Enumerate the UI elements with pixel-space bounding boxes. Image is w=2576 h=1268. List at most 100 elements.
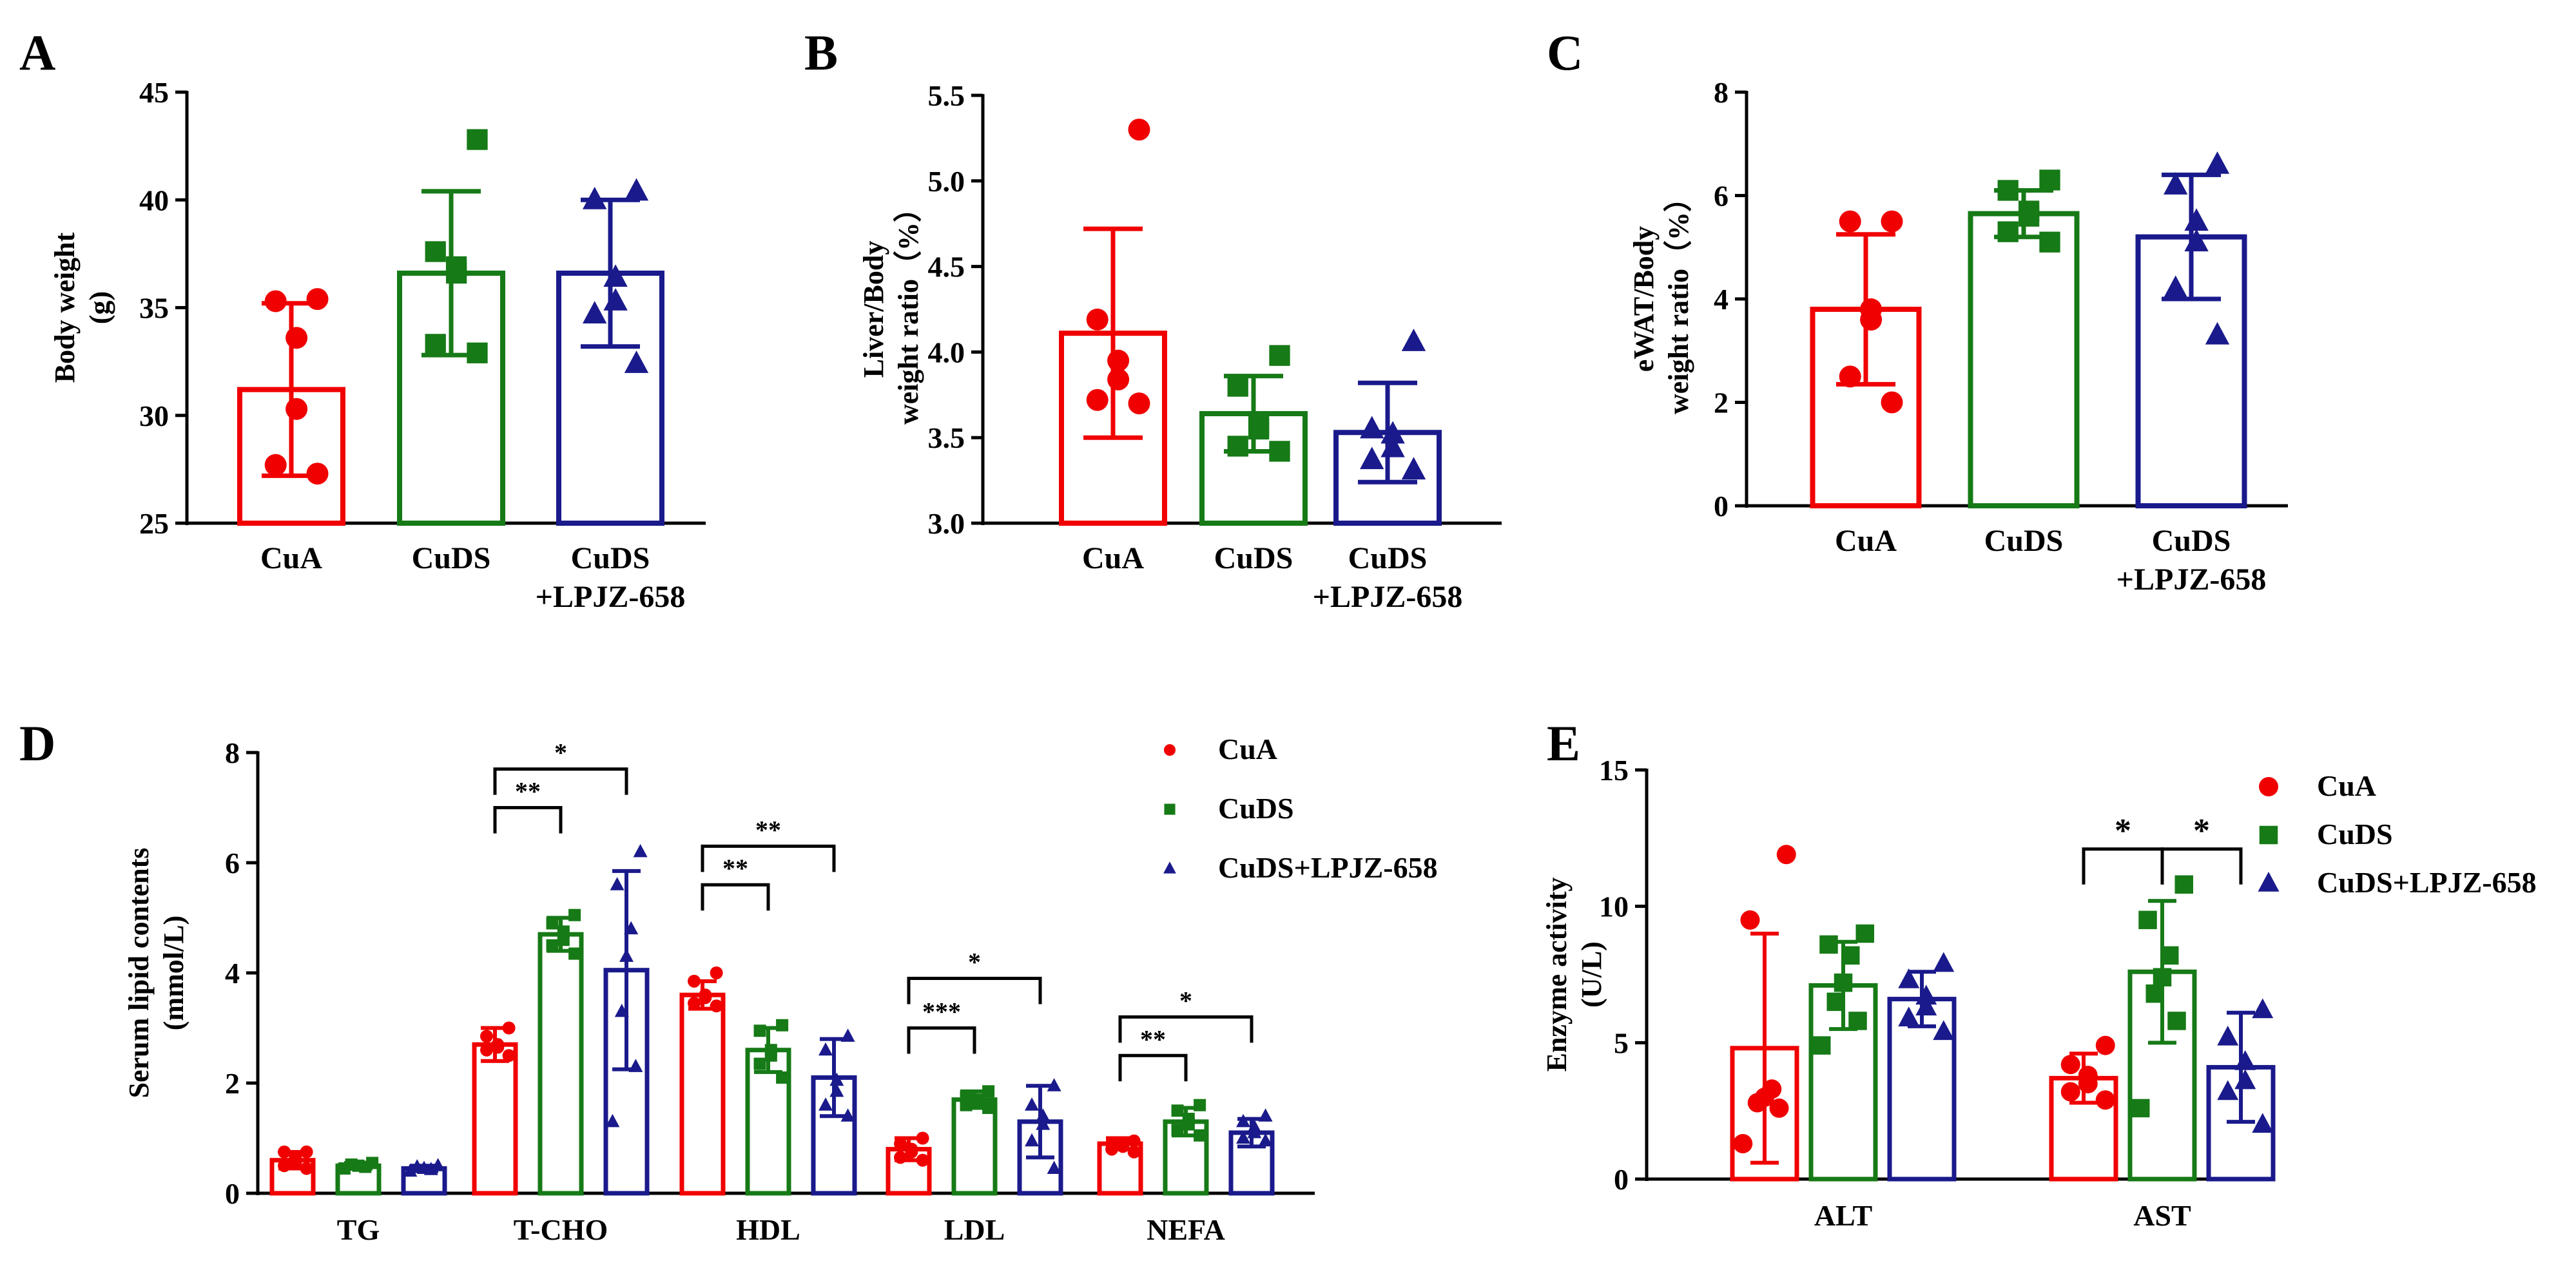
data-point — [603, 288, 628, 311]
y-tick-label: 8 — [225, 736, 240, 769]
data-point — [264, 454, 287, 476]
data-point — [776, 1071, 789, 1084]
data-point — [1086, 389, 1109, 411]
data-point — [1025, 1133, 1040, 1147]
y-tick-label: 6 — [225, 847, 240, 879]
y-axis-label-line: eWAT/Body — [1628, 226, 1660, 372]
data-point — [425, 241, 446, 262]
data-point — [491, 1041, 505, 1054]
x-tick-label: LDL — [944, 1213, 1005, 1246]
bar-group — [1199, 345, 1308, 526]
x-tick-label: AST — [2133, 1199, 2191, 1232]
data-point — [423, 1162, 438, 1175]
data-point — [1881, 391, 1903, 414]
data-point — [2153, 968, 2172, 986]
data-point — [1025, 1097, 1040, 1111]
legend-label: CuDS — [2317, 818, 2393, 850]
legend-marker — [1163, 861, 1176, 874]
data-point — [1933, 952, 1955, 972]
data-point — [1105, 1142, 1119, 1156]
y-tick-label: 6 — [1714, 180, 1729, 213]
data-point — [1380, 421, 1405, 444]
bar — [1968, 211, 2080, 508]
legend-label: CuA — [1218, 733, 1277, 765]
data-point — [624, 178, 649, 201]
bar-group — [603, 843, 650, 1196]
data-point — [306, 288, 329, 311]
data-point — [1194, 1099, 1206, 1111]
bar-group — [886, 1131, 932, 1196]
data-point — [1747, 1093, 1767, 1113]
data-point — [894, 1137, 907, 1151]
y-tick-label: 35 — [139, 292, 169, 325]
significance-bracket — [1118, 1053, 1188, 1082]
bar-group — [1808, 924, 1878, 1182]
data-point — [1116, 1140, 1130, 1153]
significance-label: * — [2193, 812, 2210, 849]
data-point — [2160, 946, 2179, 965]
x-tick-label-line: +LPJZ-658 — [536, 580, 686, 614]
data-point — [610, 877, 625, 890]
data-point — [480, 1030, 494, 1043]
y-tick-label: 40 — [139, 184, 169, 216]
data-point — [583, 301, 607, 323]
data-point — [502, 1021, 516, 1035]
y-axis-label-line: Body weight — [49, 232, 81, 383]
x-tick-label: CuDS +LPJZ-658 — [536, 541, 686, 614]
data-point — [425, 334, 446, 355]
data-point — [1826, 992, 1845, 1012]
y-axis-label-line: Serum lipid contents — [123, 848, 155, 1099]
data-point — [2039, 231, 2060, 253]
data-point — [1881, 210, 1903, 233]
x-tick-label-line: CuDS — [1348, 541, 1428, 575]
data-point — [1898, 1006, 1920, 1026]
data-point — [1933, 1020, 1955, 1041]
data-point — [1236, 1113, 1251, 1128]
y-axis-label-line: Liver/Body — [858, 241, 889, 378]
bar — [537, 932, 584, 1196]
data-point — [982, 1085, 995, 1098]
legend: CuA CuDS CuDS+LPJZ-658 — [2258, 769, 2537, 899]
significance-bracket — [907, 977, 1042, 1004]
legend-marker — [1164, 744, 1176, 756]
x-tick-label: CuDS — [412, 541, 491, 575]
data-point — [2217, 1025, 2239, 1046]
x-tick-label-line: CuA — [260, 541, 322, 575]
legend-marker — [1164, 803, 1176, 815]
data-point — [614, 1003, 629, 1017]
y-tick-label: 25 — [139, 507, 169, 540]
y-tick-label: 0 — [1714, 490, 1729, 523]
y-tick-label: 5.0 — [928, 165, 965, 198]
significance-label: * — [554, 738, 567, 767]
data-point — [1834, 973, 1853, 992]
data-point — [1997, 180, 2019, 201]
data-point — [1401, 457, 1426, 480]
bar-group — [1730, 845, 1799, 1182]
bar-group — [1887, 952, 1957, 1182]
data-point — [2234, 1069, 2256, 1090]
y-tick-label: 3.0 — [928, 507, 965, 540]
y-tick-label: 0 — [225, 1177, 240, 1210]
y-tick-label: 3.5 — [928, 421, 965, 454]
x-tick-label: CuDS — [1984, 524, 2064, 558]
data-point — [568, 947, 581, 960]
data-point — [818, 1097, 833, 1111]
data-point — [1380, 434, 1405, 457]
data-point — [1236, 1130, 1251, 1144]
data-point — [688, 974, 701, 988]
data-point — [359, 1160, 372, 1173]
x-tick-label-line: CuA — [1082, 541, 1144, 575]
data-point — [619, 948, 634, 962]
data-point — [2060, 1055, 2080, 1075]
significance-bracket — [2082, 847, 2164, 885]
data-point — [300, 1145, 313, 1158]
data-point — [300, 1162, 313, 1175]
data-point — [2060, 1082, 2080, 1102]
data-point — [1848, 1012, 1867, 1030]
panel-letter: D — [19, 715, 55, 771]
data-point — [1107, 349, 1130, 372]
x-tick-label-line: CuDS — [2152, 524, 2231, 558]
data-point — [1812, 1036, 1831, 1055]
